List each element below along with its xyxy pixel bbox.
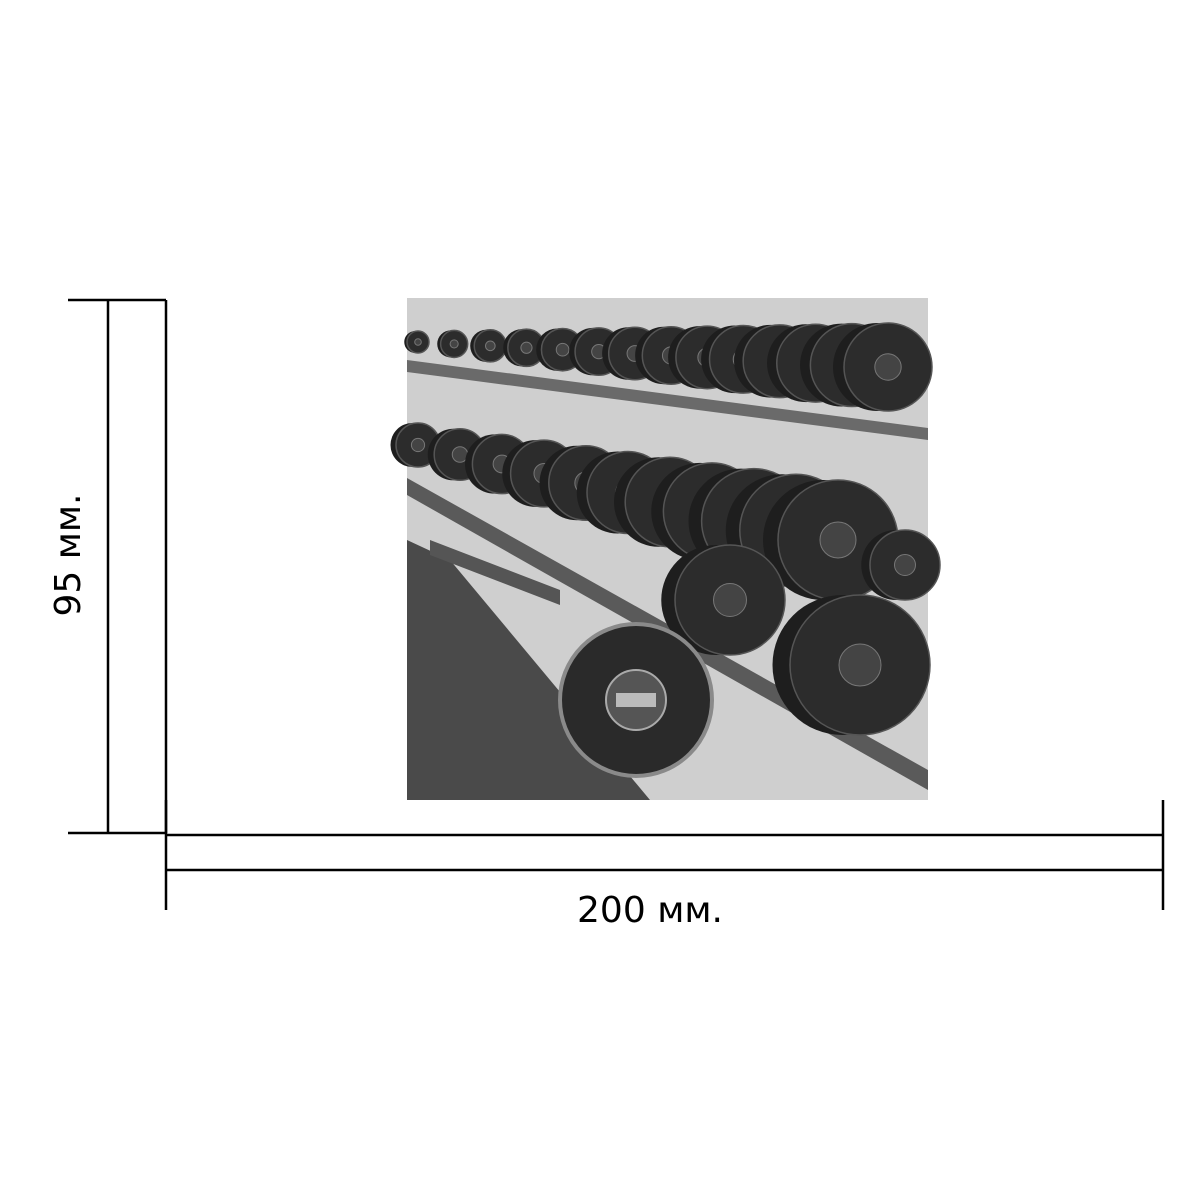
plate-hub xyxy=(819,521,857,559)
width-dimension: 200 мм. xyxy=(164,800,1165,931)
plate-hub xyxy=(520,341,533,354)
plate-hub xyxy=(894,554,916,576)
floor-plate-bar xyxy=(616,693,656,707)
plate-hub xyxy=(449,339,459,349)
plate-hub xyxy=(414,338,422,346)
plate-hub xyxy=(410,437,426,453)
height-label: 95 мм. xyxy=(48,493,89,616)
plate-hub xyxy=(484,340,496,352)
height-dimension: 95 мм. xyxy=(48,298,168,835)
width-label: 200 мм. xyxy=(577,890,723,931)
plate-hub xyxy=(713,583,747,617)
plate-hub xyxy=(555,342,570,357)
plate-hub xyxy=(838,643,882,687)
rack-shelf xyxy=(430,540,560,605)
photo xyxy=(390,298,941,800)
plate-hub xyxy=(874,353,902,381)
rack-shelf xyxy=(407,360,928,440)
